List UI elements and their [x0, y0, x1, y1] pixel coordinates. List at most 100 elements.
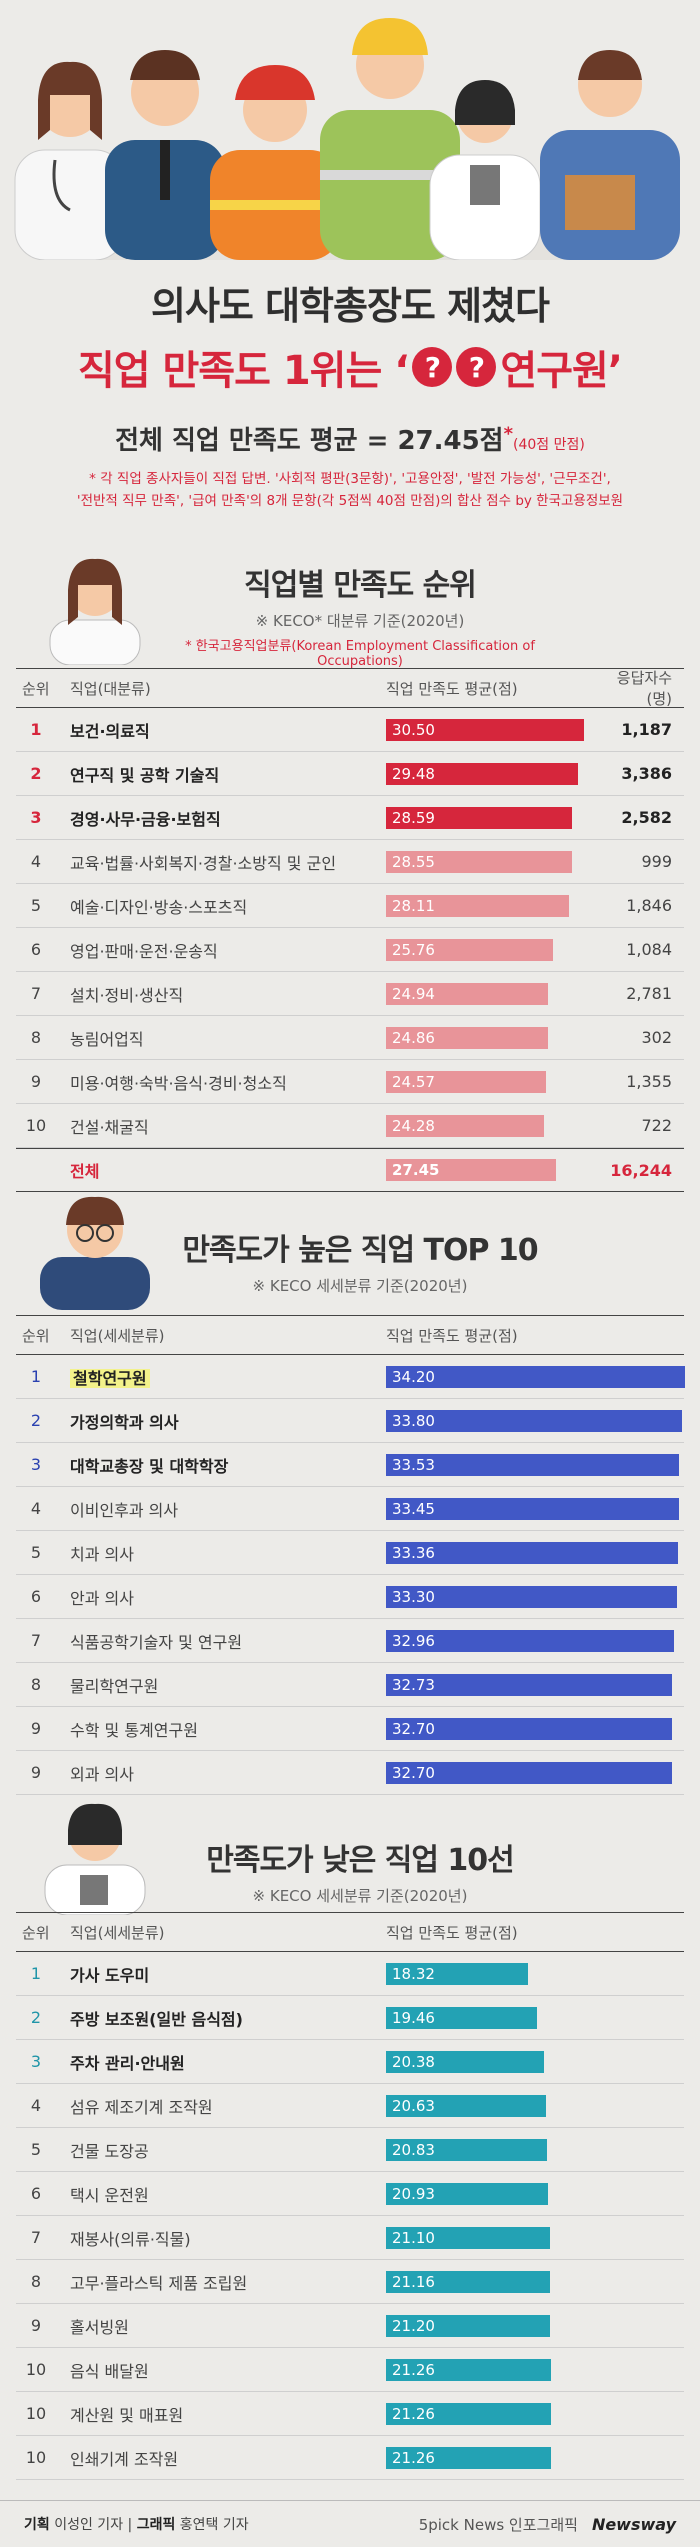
delivery-worker-figure — [540, 50, 680, 260]
score-bar: 33.30 — [386, 1585, 677, 1608]
firefighter-figure — [210, 65, 340, 260]
job-label: 주방 보조원(일반 음식점) — [70, 2009, 243, 2029]
job-label: 가정의학과 의사 — [70, 1412, 179, 1432]
header-score: 직업 만족도 평균(점) — [386, 679, 518, 698]
total-row: 전체 27.45 16,244 — [16, 1148, 684, 1192]
job-label: 미용·여행·숙박·음식·경비·청소직 — [70, 1073, 287, 1093]
table-row: 3 주차 관리·안내원 20.38 — [16, 2040, 684, 2084]
job-label: 설치·정비·생산직 — [70, 985, 184, 1005]
score-bar: 29.48 — [386, 762, 578, 785]
job-label: 대학교총장 및 대학학장 — [70, 1456, 229, 1476]
score-label: 21.16 — [392, 2272, 435, 2291]
brand: 5pick News 인포그래픽 Newsway — [419, 2514, 676, 2535]
rank-label: 2 — [30, 764, 42, 783]
credit2-label: 그래픽 — [136, 2517, 176, 2533]
rank-label: 3 — [30, 808, 42, 827]
score-bar: 32.70 — [386, 1761, 672, 1784]
table-row: 6 영업·판매·운전·운송직 25.76 1,084 — [16, 928, 684, 972]
average-note: (40점 만점) — [513, 437, 585, 453]
respondents-label: 2,582 — [621, 808, 672, 827]
score-label: 20.63 — [392, 2096, 435, 2115]
average-value: 27.45점 — [397, 426, 504, 456]
credits: 기획 이성인 기자 | 그래픽 홍연택 기자 — [24, 2517, 249, 2533]
police-figure — [105, 50, 225, 260]
score-label: 33.53 — [392, 1455, 435, 1474]
score-label: 30.50 — [392, 720, 435, 739]
rank-label: 4 — [30, 2096, 42, 2115]
table-row: 8 물리학연구원 32.73 — [16, 1663, 684, 1707]
table-row: 1 가사 도우미 18.32 — [16, 1952, 684, 1996]
job-label: 홀서빙원 — [70, 2317, 129, 2337]
job-label: 주차 관리·안내원 — [70, 2053, 185, 2073]
respondents-label: 999 — [641, 852, 672, 871]
headline-line2: 직업 만족도 1위는 ‘ ? ? 연구원’ — [0, 338, 700, 396]
rank-label: 8 — [30, 2272, 42, 2291]
job-label: 가사 도우미 — [70, 1965, 150, 1985]
rank-label: 5 — [30, 1543, 42, 1562]
table-row: 5 건물 도장공 20.83 — [16, 2128, 684, 2172]
score-bar: 32.73 — [386, 1673, 672, 1696]
score-bar: 24.57 — [386, 1070, 546, 1093]
total-resp: 16,244 — [610, 1160, 672, 1180]
job-label: 농림어업직 — [70, 1029, 144, 1049]
respondents-label: 3,386 — [621, 764, 672, 783]
score-label: 20.93 — [392, 2184, 435, 2203]
rank-label: 4 — [30, 852, 42, 871]
respondents-label: 1,355 — [626, 1072, 672, 1091]
table-row: 6 안과 의사 33.30 — [16, 1575, 684, 1619]
score-bar: 21.26 — [386, 2446, 551, 2469]
table-row: 3 대학교총장 및 대학학장 33.53 — [16, 1443, 684, 1487]
headline-line1: 의사도 대학총장도 제쳤다 — [150, 284, 550, 328]
job-label: 식품공학기술자 및 연구원 — [70, 1632, 243, 1652]
section2-rows: 1 철학연구원 34.20 2 가정의학과 의사 33.80 3 대학교총장 및 대학학장 33… — [16, 1355, 685, 1795]
section2-table: 순위 직업(세세분류) 직업 만족도 평균(점) 1 철학연구원 34.20 2 가정의… — [16, 1315, 685, 1795]
score-bar: 19.46 — [386, 2006, 537, 2029]
rank-label: 6 — [30, 2184, 42, 2203]
respondents-label: 1,084 — [626, 940, 672, 959]
score-bar: 20.93 — [386, 2182, 548, 2205]
score-bar: 21.20 — [386, 2314, 550, 2337]
section1-rows: 1 보건·의료직 30.50 1,187 2 연구직 및 공학 기술직 29.48 3,386… — [16, 708, 684, 1148]
rank-label: 9 — [30, 2316, 42, 2335]
table-header: 순위 직업(대분류) 직업 만족도 평균(점) 응답자수(명) — [16, 668, 684, 708]
average-footnote-line1: * 각 직업 종사자들이 직접 답변. '사회적 평판(3문항)', '고용안정… — [89, 471, 611, 487]
score-label: 33.36 — [392, 1543, 435, 1562]
score-bar: 20.38 — [386, 2050, 544, 2073]
respondents-label: 722 — [641, 1116, 672, 1135]
score-bar: 33.36 — [386, 1541, 678, 1564]
rank-label: 1 — [30, 720, 42, 739]
score-bar: 32.70 — [386, 1717, 672, 1740]
job-label: 건물 도장공 — [70, 2141, 149, 2161]
credit2: 홍연택 기자 — [179, 2517, 249, 2533]
table-row: 3 경영·사무·금융·보험직 28.59 2,582 — [16, 796, 684, 840]
score-bar: 20.63 — [386, 2094, 546, 2117]
score-label: 28.55 — [392, 852, 435, 871]
section3-title: 만족도가 낮은 직업 10선 — [206, 1843, 514, 1878]
question-badge: ? — [412, 347, 453, 387]
rank-label: 6 — [30, 1587, 42, 1606]
rank-label: 10 — [25, 2448, 47, 2467]
score-bar: 25.76 — [386, 938, 553, 961]
header-score: 직업 만족도 평균(점) — [386, 1326, 518, 1345]
brand-newsway: Newsway — [591, 2514, 676, 2534]
rank-label: 7 — [30, 1631, 42, 1650]
score-label: 32.70 — [392, 1763, 435, 1782]
job-label: 연구직 및 공학 기술직 — [70, 765, 220, 785]
credit1-label: 기획 — [24, 2517, 50, 2533]
score-bar: 34.20 — [386, 1365, 685, 1388]
score-bar: 24.94 — [386, 982, 548, 1005]
rank-label: 10 — [25, 2360, 47, 2379]
rank-label: 9 — [30, 1719, 42, 1738]
table-row: 4 이비인후과 의사 33.45 — [16, 1487, 684, 1531]
job-label: 치과 의사 — [70, 1544, 134, 1564]
workers-illustration — [14, 18, 680, 260]
section2-title: 만족도가 높은 직업 TOP 10 — [182, 1233, 538, 1268]
score-bar: 33.80 — [386, 1409, 682, 1432]
table-row: 8 고무·플라스틱 제품 조립원 21.16 — [16, 2260, 684, 2304]
score-bar: 18.32 — [386, 1962, 528, 1985]
table-row: 7 설치·정비·생산직 24.94 2,781 — [16, 972, 684, 1016]
rank-label: 5 — [30, 896, 42, 915]
table-row: 4 섬유 제조기계 조작원 20.63 — [16, 2084, 684, 2128]
section1-table: 순위 직업(대분류) 직업 만족도 평균(점) 응답자수(명) 1 보건·의료직 3… — [16, 668, 684, 1192]
hero-illustration — [0, 0, 700, 260]
